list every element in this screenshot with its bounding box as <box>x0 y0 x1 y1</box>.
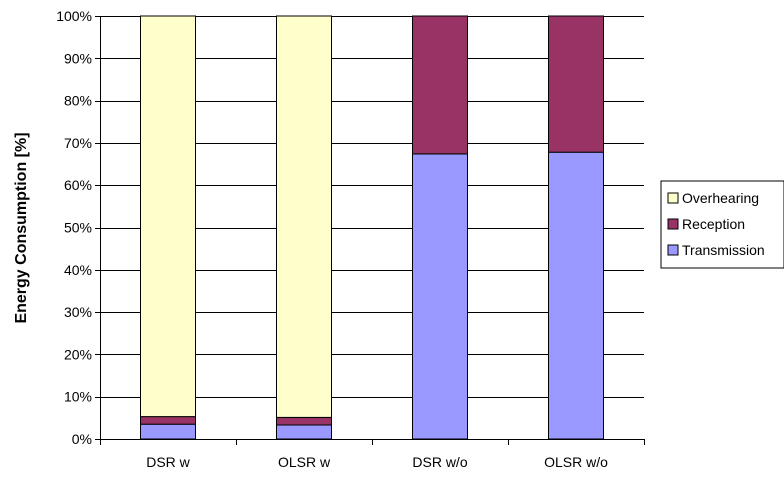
legend-label-overhearing: Overhearing <box>682 190 759 206</box>
bar-segment-overhearing <box>140 15 196 418</box>
bars <box>140 15 604 440</box>
y-tick-label: 80% <box>64 93 92 109</box>
y-tick-label: 40% <box>64 262 92 278</box>
bar-segment-overhearing <box>276 15 332 418</box>
x-category-label: DSR w <box>146 454 190 470</box>
axes <box>95 16 645 445</box>
bar-segment-reception <box>548 15 604 153</box>
x-category-label: OLSR w/o <box>544 454 608 470</box>
bar-segment-reception <box>140 416 196 425</box>
y-tick-label: 60% <box>64 177 92 193</box>
bar-segment-transmission <box>412 153 468 440</box>
bar-segment-reception <box>412 15 468 155</box>
y-tick-label: 0% <box>72 431 92 447</box>
bar-segment-transmission <box>276 424 332 440</box>
y-tick-label: 70% <box>64 135 92 151</box>
y-tick-label: 30% <box>64 304 92 320</box>
x-category-labels: DSR w OLSR w DSR w/o OLSR w/o <box>146 454 608 470</box>
legend-swatch-transmission <box>667 244 679 256</box>
bar-segment-transmission <box>548 151 604 440</box>
y-tick-labels: 0% 10% 20% 30% 40% 50% 60% 70% 80% 90% 100% <box>56 8 92 447</box>
y-tick-label: 100% <box>56 8 92 24</box>
y-tick-label: 10% <box>64 389 92 405</box>
y-tick-label: 50% <box>64 220 92 236</box>
y-axis-title: Energy Consumption [%] <box>13 132 30 323</box>
y-tick-label: 90% <box>64 50 92 66</box>
legend-label-reception: Reception <box>682 216 745 232</box>
x-category-label: OLSR w <box>278 454 331 470</box>
bar-segment-reception <box>276 416 332 426</box>
legend-label-transmission: Transmission <box>682 242 765 258</box>
legend: Overhearing Reception Transmission <box>660 180 784 269</box>
x-category-label: DSR w/o <box>412 454 467 470</box>
legend-box <box>660 180 784 269</box>
y-tick-label: 20% <box>64 346 92 362</box>
bar-segment-transmission <box>140 423 196 440</box>
legend-swatch-overhearing <box>667 192 679 204</box>
legend-swatch-reception <box>667 218 679 230</box>
